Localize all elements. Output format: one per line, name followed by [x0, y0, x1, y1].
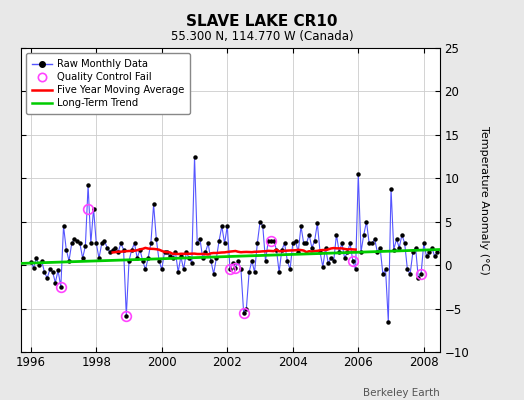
Y-axis label: Temperature Anomaly (°C): Temperature Anomaly (°C) — [478, 126, 488, 274]
Legend: Raw Monthly Data, Quality Control Fail, Five Year Moving Average, Long-Term Tren: Raw Monthly Data, Quality Control Fail, … — [26, 53, 190, 114]
Text: Berkeley Earth: Berkeley Earth — [364, 388, 440, 398]
Text: SLAVE LAKE CR10: SLAVE LAKE CR10 — [186, 14, 338, 29]
Text: 55.300 N, 114.770 W (Canada): 55.300 N, 114.770 W (Canada) — [171, 30, 353, 43]
